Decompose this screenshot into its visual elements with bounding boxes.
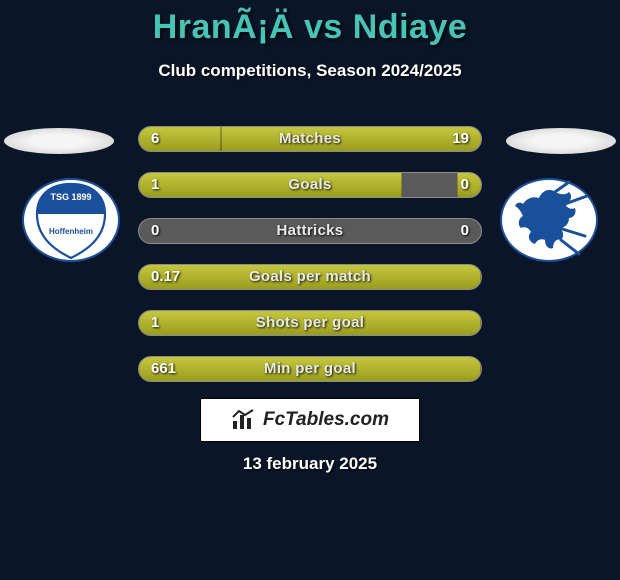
stat-row-min-per-goal: Min per goal661 <box>138 356 482 382</box>
bar-value-right: 0 <box>461 222 469 239</box>
page-title: HranÃ¡Ä vs Ndiaye <box>0 0 620 47</box>
subtitle: Club competitions, Season 2024/2025 <box>0 61 620 81</box>
bar-label: Hattricks <box>139 222 481 239</box>
club-badge-right <box>499 178 599 263</box>
bar-value-left: 0 <box>151 222 159 239</box>
stat-row-shots-per-goal: Shots per goal1 <box>138 310 482 336</box>
date-text: 13 february 2025 <box>0 454 620 474</box>
badge-text-bottom: Hoffenheim <box>49 227 93 236</box>
nation-flag-right-placeholder <box>506 128 616 154</box>
bar-value-left: 1 <box>151 314 159 331</box>
club-badge-left: TSG 1899 Hoffenheim <box>21 178 121 263</box>
bar-value-right: 0 <box>461 176 469 193</box>
nation-flag-left-placeholder <box>4 128 114 154</box>
stats-bars: Matches619Goals10Hattricks00Goals per ma… <box>138 126 482 402</box>
bar-value-left: 1 <box>151 176 159 193</box>
bar-value-right: 19 <box>452 130 469 147</box>
bar-label: Matches <box>139 130 481 147</box>
bar-label: Goals <box>139 176 481 193</box>
stat-row-goals-per-match: Goals per match0.17 <box>138 264 482 290</box>
brand-chart-icon <box>231 409 257 431</box>
stat-row-hattricks: Hattricks0 0 <box>138 218 482 244</box>
stat-row-matches: Matches6 19 <box>138 126 482 152</box>
brand-box: FcTables.com <box>200 398 420 442</box>
bar-value-left: 6 <box>151 130 159 147</box>
bar-label: Min per goal <box>139 360 481 377</box>
bar-label: Shots per goal <box>139 314 481 331</box>
bar-value-left: 0.17 <box>151 268 180 285</box>
bar-label: Goals per match <box>139 268 481 285</box>
stat-row-goals: Goals1 0 <box>138 172 482 198</box>
bar-value-left: 661 <box>151 360 176 377</box>
brand-text: FcTables.com <box>263 409 389 431</box>
badge-text-top: TSG 1899 <box>50 192 91 202</box>
